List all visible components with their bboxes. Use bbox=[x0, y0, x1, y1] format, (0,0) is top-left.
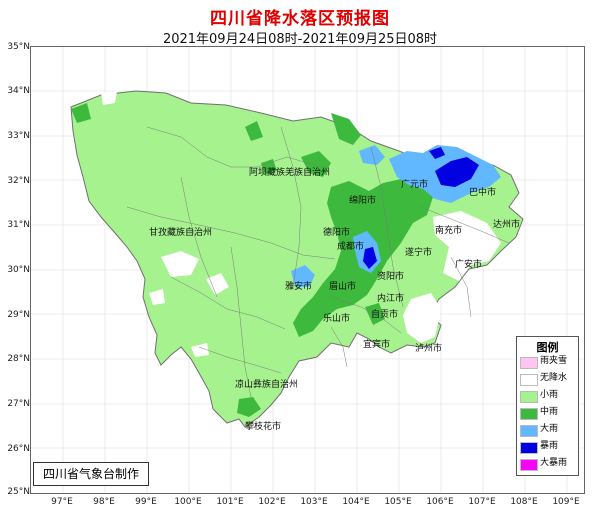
place-label-yibin: 宜宾市 bbox=[363, 340, 391, 350]
lat-label: 26°N bbox=[7, 444, 30, 454]
legend-label: 大雨 bbox=[540, 424, 559, 434]
legend-swatch bbox=[520, 425, 538, 437]
lon-label: 104°E bbox=[342, 497, 370, 507]
legend-swatch bbox=[520, 357, 538, 369]
place-label-dazhou: 达州市 bbox=[493, 220, 521, 230]
legend-label: 无降水 bbox=[540, 373, 568, 383]
legend-label: 中雨 bbox=[540, 407, 559, 417]
issuer-credit: 四川省气象台制作 bbox=[33, 462, 149, 486]
place-label-ziyang: 资阳市 bbox=[377, 272, 405, 282]
place-label-guangyuan: 广元市 bbox=[401, 180, 429, 190]
place-label-leshan: 乐山市 bbox=[323, 314, 351, 324]
lon-label: 102°E bbox=[258, 497, 286, 507]
lat-label: 32°N bbox=[7, 176, 30, 186]
place-label-nanchong: 南充市 bbox=[435, 226, 463, 236]
legend-swatch bbox=[520, 459, 538, 471]
legend-item: 小雨 bbox=[520, 389, 578, 403]
lon-label: 106°E bbox=[426, 497, 454, 507]
place-label-liangshan: 凉山彝族自治州 bbox=[235, 380, 299, 390]
legend-swatch bbox=[520, 374, 538, 386]
legend-item: 雨夹雪 bbox=[520, 355, 578, 369]
legend-item: 大暴雨 bbox=[520, 457, 578, 471]
place-label-yaan: 雅安市 bbox=[285, 282, 313, 292]
lon-label: 109°E bbox=[552, 497, 580, 507]
rainstorm-area bbox=[363, 147, 479, 269]
lat-label: 35°N bbox=[7, 42, 30, 52]
place-label-deyang: 德阳市 bbox=[323, 228, 351, 238]
legend-label: 雨夹雪 bbox=[540, 356, 568, 366]
legend-item: 暴雨 bbox=[520, 440, 578, 454]
map-subtitle: 2021年09月24日08时-2021年09月25日08时 bbox=[162, 32, 438, 47]
lon-label: 97°E bbox=[51, 497, 73, 507]
map-title: 四川省降水落区预报图 bbox=[210, 9, 390, 29]
lat-label: 27°N bbox=[7, 399, 30, 409]
lat-label: 28°N bbox=[7, 354, 30, 364]
lat-label: 30°N bbox=[7, 265, 30, 275]
lon-label: 103°E bbox=[300, 497, 328, 507]
place-label-luzhou: 泸州市 bbox=[415, 344, 443, 354]
lon-label: 99°E bbox=[135, 497, 157, 507]
legend-item: 中雨 bbox=[520, 406, 578, 420]
place-label-neijiang: 内江市 bbox=[377, 294, 405, 304]
place-label-bazhong: 巴中市 bbox=[469, 188, 497, 198]
legend-label: 暴雨 bbox=[540, 441, 559, 451]
lon-label: 108°E bbox=[510, 497, 538, 507]
place-label-suining: 遂宁市 bbox=[405, 248, 433, 258]
lon-label: 107°E bbox=[468, 497, 496, 507]
place-label-zigong: 自贡市 bbox=[371, 310, 399, 320]
no-rain-patches bbox=[101, 91, 501, 357]
lon-label: 98°E bbox=[93, 497, 115, 507]
legend-item: 大雨 bbox=[520, 423, 578, 437]
legend-label: 大暴雨 bbox=[540, 458, 568, 468]
place-label-ganzi: 甘孜藏族自治州 bbox=[149, 228, 213, 238]
district-boundaries bbox=[126, 126, 510, 398]
map-legend: 图例 雨夹雪 无降水 小雨 中雨 大雨 暴雨 大暴雨 bbox=[516, 336, 579, 476]
lat-label: 25°N bbox=[7, 487, 30, 497]
place-label-meishan: 眉山市 bbox=[329, 282, 357, 292]
lat-label: 31°N bbox=[7, 220, 30, 230]
legend-swatch bbox=[520, 391, 538, 403]
legend-swatch bbox=[520, 442, 538, 454]
legend-swatch bbox=[520, 408, 538, 420]
lon-label: 100°E bbox=[174, 497, 202, 507]
lon-label: 101°E bbox=[216, 497, 244, 507]
legend-title: 图例 bbox=[536, 341, 559, 354]
lon-label: 105°E bbox=[384, 497, 412, 507]
place-label-chengdu: 成都市 bbox=[337, 242, 365, 252]
precipitation-map bbox=[31, 47, 584, 493]
place-label-panzhihua: 攀枝花市 bbox=[245, 422, 282, 432]
place-label-aba: 阿坝藏族羌族自治州 bbox=[249, 168, 331, 178]
legend-item: 无降水 bbox=[520, 372, 578, 386]
place-label-mianyang: 绵阳市 bbox=[349, 196, 377, 206]
lat-label: 33°N bbox=[7, 131, 30, 141]
lat-label: 29°N bbox=[7, 310, 30, 320]
lat-label: 34°N bbox=[7, 86, 30, 96]
map-frame: 阿坝藏族羌族自治州 甘孜藏族自治州 凉山彝族自治州 攀枝花市 绵阳市 广元市 巴… bbox=[30, 46, 585, 494]
legend-label: 小雨 bbox=[540, 390, 559, 400]
place-label-guangan: 广安市 bbox=[455, 260, 483, 270]
